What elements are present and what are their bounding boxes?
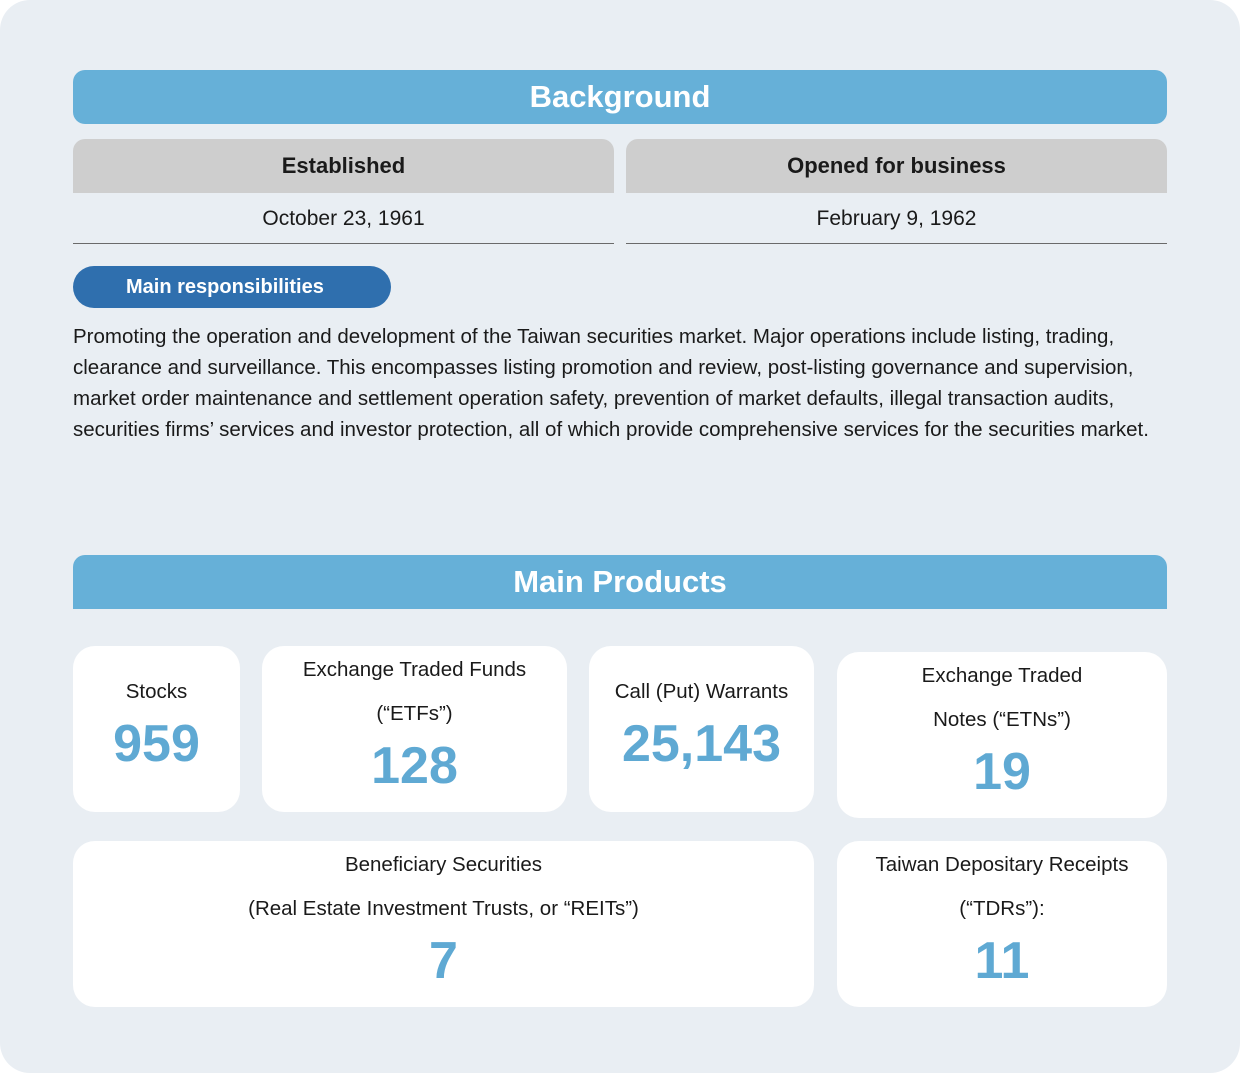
product-count: 7	[429, 932, 458, 990]
product-sublabel: Notes (“ETNs”)	[933, 708, 1071, 731]
product-label: Stocks	[125, 680, 188, 703]
product-card-warrants: Call (Put) Warrants 25,143	[589, 646, 814, 812]
product-sublabel: (“ETFs”)	[376, 702, 453, 725]
product-count: 25,143	[621, 715, 782, 773]
opened-column: Opened for business February 9, 1962	[626, 139, 1167, 244]
product-label: Exchange Traded Funds	[302, 658, 527, 681]
established-value: October 23, 1961	[73, 193, 614, 244]
main-products-banner: Main Products	[73, 555, 1167, 609]
product-card-tdrs: Taiwan Depositary Receipts (“TDRs”): 11	[837, 841, 1167, 1007]
opened-value: February 9, 1962	[626, 193, 1167, 244]
product-label: Taiwan Depositary Receipts	[875, 853, 1129, 876]
product-label: Beneficiary Securities	[344, 853, 543, 876]
established-column: Established October 23, 1961	[73, 139, 614, 244]
opened-label: Opened for business	[626, 139, 1167, 193]
main-responsibilities-pill: Main responsibilities	[73, 266, 391, 308]
product-card-reits: Beneficiary Securities (Real Estate Inve…	[73, 841, 814, 1007]
background-banner: Background	[73, 70, 1167, 124]
product-label: Exchange Traded	[921, 664, 1083, 687]
product-label: Call (Put) Warrants	[614, 680, 789, 703]
product-card-etfs: Exchange Traded Funds (“ETFs”) 128	[262, 646, 567, 812]
product-card-stocks: Stocks 959	[73, 646, 240, 812]
product-sublabel: (“TDRs”):	[959, 897, 1045, 920]
product-count: 128	[371, 737, 458, 795]
established-label: Established	[73, 139, 614, 193]
product-sublabel: (Real Estate Investment Trusts, or “REIT…	[248, 897, 639, 920]
product-count: 19	[973, 743, 1031, 801]
product-count: 11	[974, 932, 1030, 990]
product-card-etns: Exchange Traded Notes (“ETNs”) 19	[837, 652, 1167, 818]
product-count: 959	[113, 715, 200, 773]
responsibilities-text: Promoting the operation and development …	[73, 325, 1149, 441]
